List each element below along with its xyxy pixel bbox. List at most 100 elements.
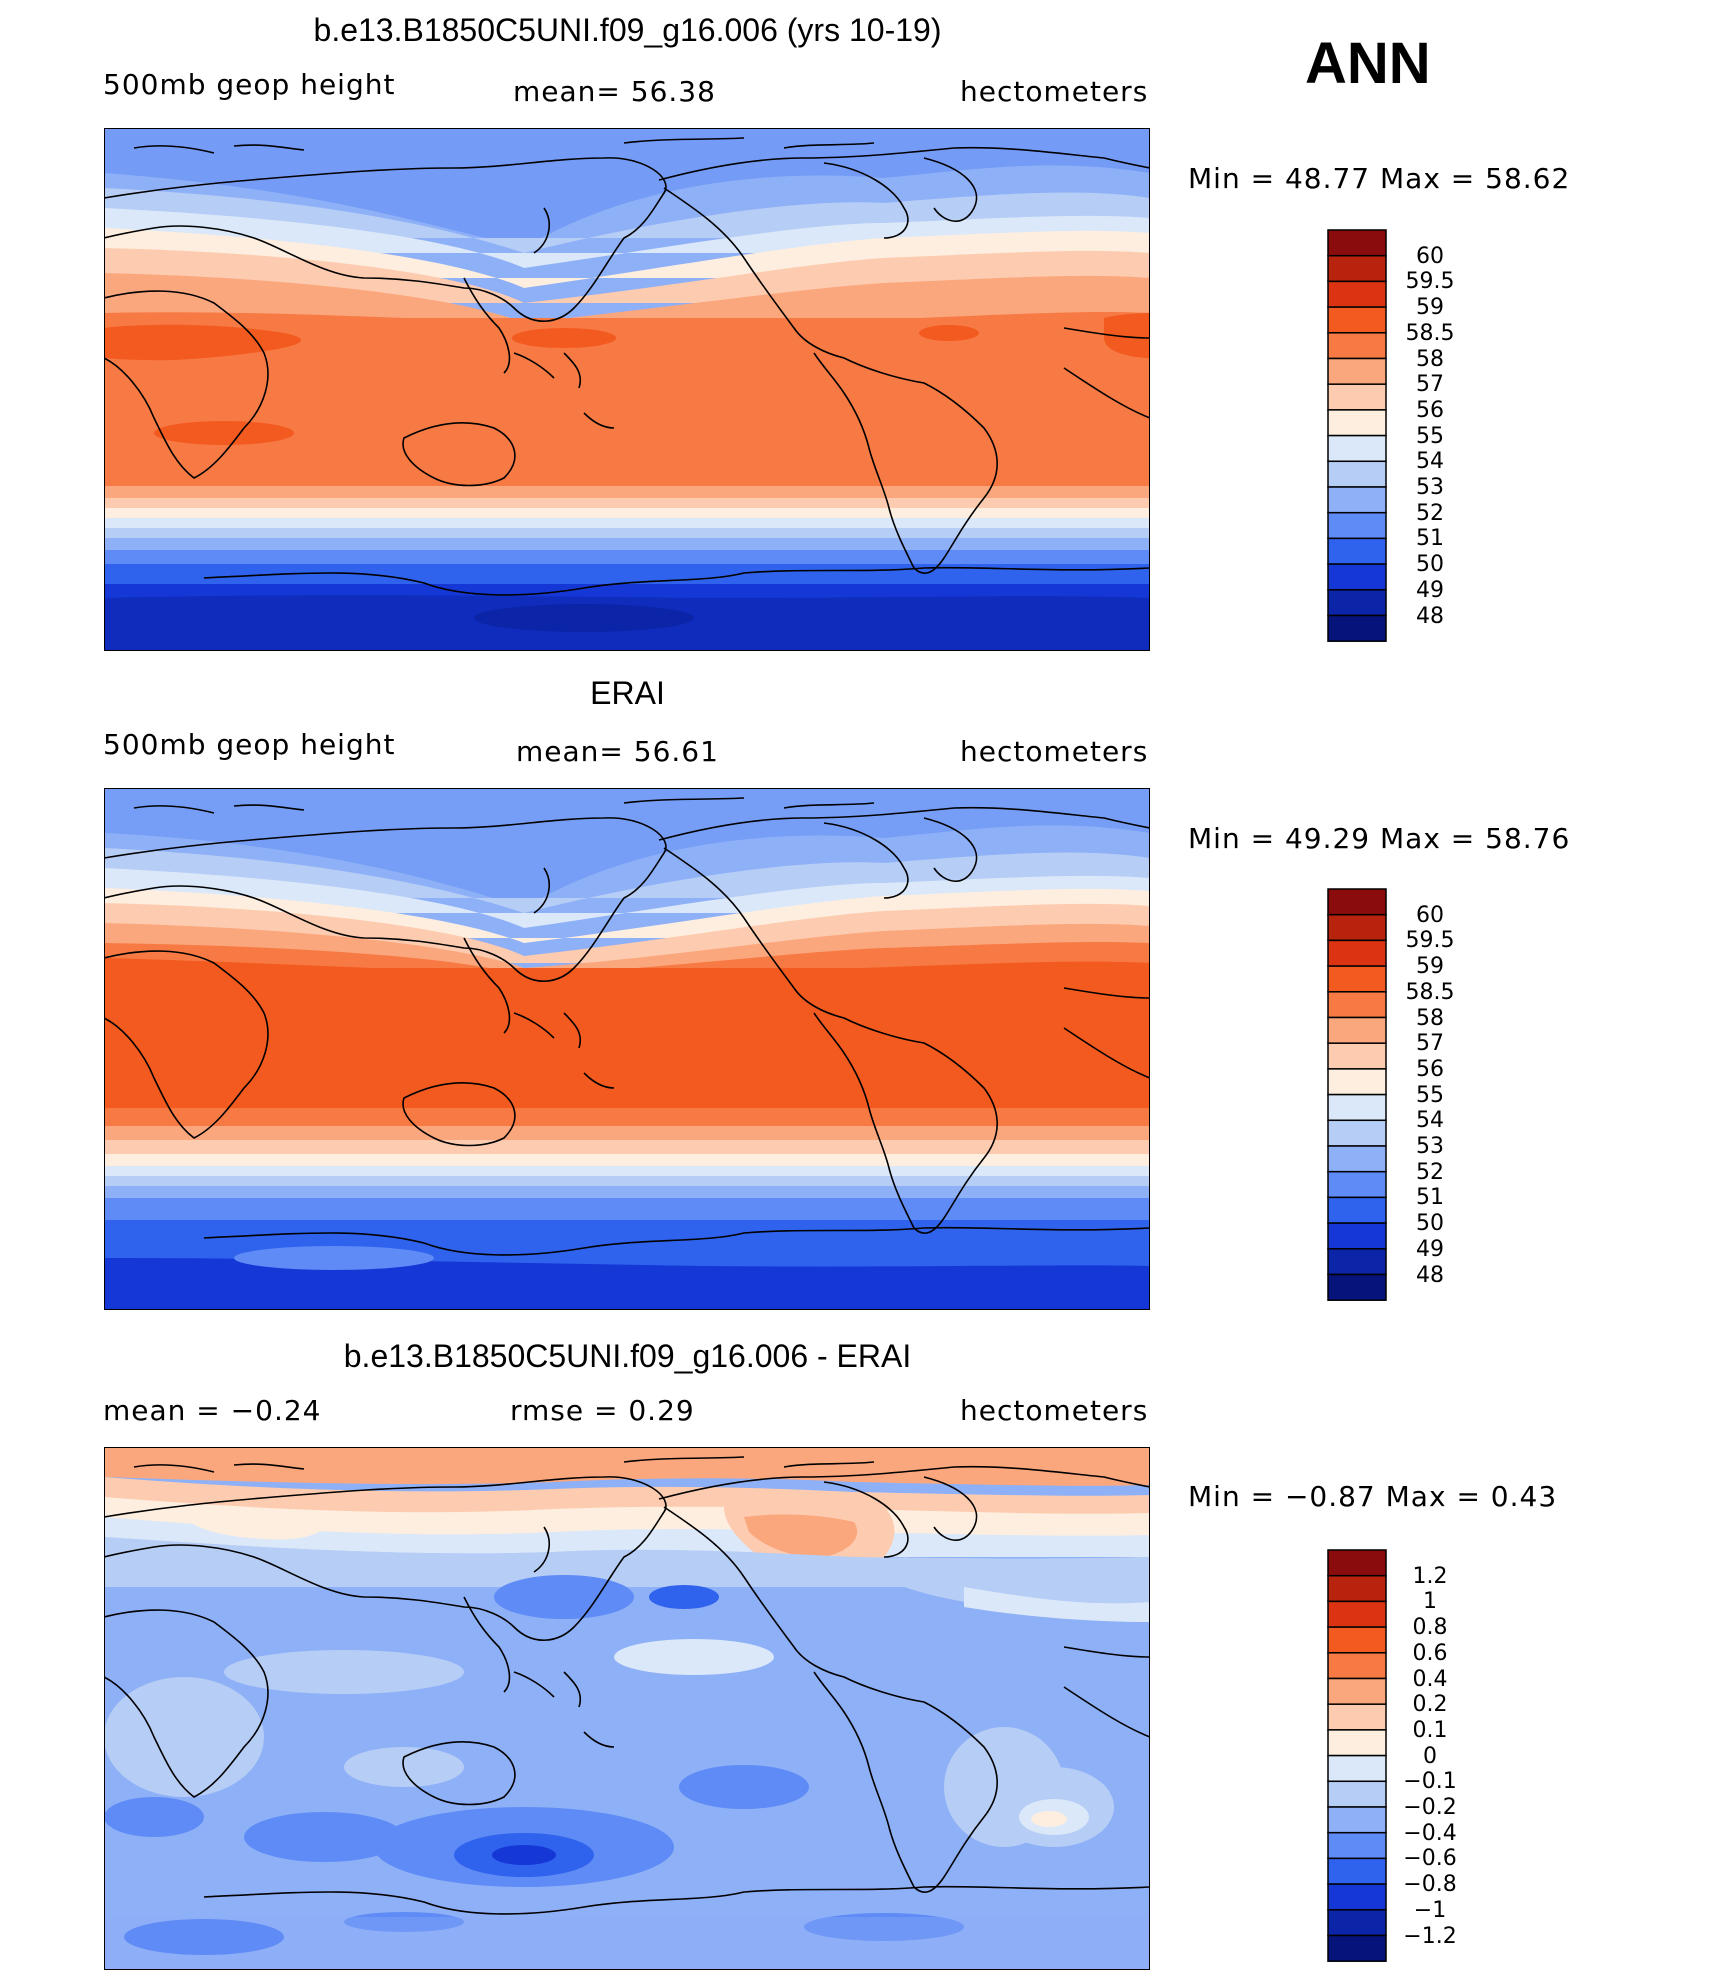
colorbar-tick-label: 60: [1416, 902, 1444, 928]
panel-1-colorbar: [1327, 229, 1387, 642]
colorbar-swatch: [1327, 511, 1387, 540]
colorbar-swatch: [1327, 1857, 1387, 1885]
colorbar-swatch: [1327, 280, 1387, 308]
colorbar-swatch: [1327, 1934, 1387, 1962]
colorbar-swatch: [1327, 254, 1387, 283]
colorbar-swatch: [1327, 1652, 1387, 1680]
colorbar-swatch: [1327, 1729, 1387, 1757]
colorbar-tick-label: 51: [1416, 1185, 1444, 1211]
colorbar-tick-label: −1: [1413, 1897, 1447, 1923]
colorbar-swatch: [1327, 1093, 1387, 1122]
colorbar-swatch: [1327, 486, 1387, 514]
panel-2-units-label: hectometers: [960, 735, 1149, 768]
colorbar-swatch: [1327, 1119, 1387, 1147]
colorbar-swatch: [1327, 460, 1387, 488]
colorbar-swatch: [1327, 537, 1387, 565]
colorbar-swatch: [1327, 1273, 1387, 1301]
colorbar-tick-label: −0.8: [1403, 1872, 1457, 1898]
colorbar-tick-label: −0.2: [1403, 1795, 1457, 1820]
panel-1-units-label: hectometers: [960, 75, 1149, 108]
colorbar-swatch: [1327, 1883, 1387, 1911]
colorbar-swatch: [1327, 409, 1387, 437]
colorbar-tick-label: −1.2: [1403, 1923, 1457, 1949]
colorbar-swatch: [1327, 1222, 1387, 1250]
colorbar-tick-label: 52: [1416, 1159, 1444, 1185]
colorbar-tick-label: 53: [1416, 1134, 1444, 1159]
panel-2-variable-label: 500mb geop height: [103, 728, 396, 761]
panel-2-mean-label: mean= 56.61: [516, 735, 719, 768]
colorbar-swatch: [1327, 913, 1387, 942]
colorbar-swatch: [1327, 589, 1387, 617]
colorbar-tick-label: 48: [1416, 1262, 1444, 1288]
colorbar-tick-label: 57: [1416, 1031, 1444, 1057]
colorbar-tick-label: 1: [1423, 1589, 1437, 1615]
panel-3-units-label: hectometers: [960, 1394, 1149, 1427]
colorbar-swatch: [1327, 1145, 1387, 1173]
colorbar-tick-label: 58.5: [1405, 320, 1455, 346]
panel-1-title: b.e13.B1850C5UNI.f09_g16.006 (yrs 10-19): [313, 12, 942, 48]
colorbar-tick-label: 54: [1416, 449, 1444, 475]
colorbar-swatch: [1327, 614, 1387, 642]
colorbar-tick-label: 52: [1416, 500, 1444, 526]
colorbar-tick-label: 48: [1416, 603, 1444, 629]
season-label: ANN: [1305, 31, 1431, 96]
colorbar-swatch: [1327, 1016, 1387, 1044]
colorbar-tick-label: 0: [1423, 1743, 1437, 1769]
panel-1-minmax: Min = 48.77 Max = 58.62: [1188, 162, 1571, 195]
panel-3-minmax: Min = −0.87 Max = 0.43: [1188, 1480, 1558, 1513]
colorbar-tick-label: −0.1: [1403, 1769, 1457, 1795]
colorbar-tick-label: 54: [1416, 1108, 1444, 1134]
colorbar-tick-label: 59.5: [1405, 269, 1455, 295]
colorbar-swatch: [1327, 1754, 1387, 1783]
colorbar-swatch: [1327, 383, 1387, 411]
colorbar-tick-label: 56: [1416, 397, 1444, 423]
panel-1-map: [104, 128, 1150, 651]
colorbar-swatch: [1327, 306, 1387, 334]
colorbar-swatch: [1327, 1042, 1387, 1070]
panel-3-title: b.e13.B1850C5UNI.f09_g16.006 - ERAI: [343, 1338, 912, 1374]
colorbar-tick-label: 0.6: [1412, 1640, 1448, 1666]
colorbar-tick-label: 60: [1416, 243, 1444, 269]
colorbar-tick-label: 49: [1416, 577, 1444, 603]
colorbar-tick-label: 50: [1416, 552, 1444, 578]
colorbar-swatch: [1327, 1626, 1387, 1654]
colorbar-swatch: [1327, 1196, 1387, 1224]
panel-3-colorbar: [1327, 1549, 1387, 1962]
panel-2-map: [104, 788, 1150, 1310]
colorbar-swatch: [1327, 332, 1387, 360]
colorbar-swatch: [1327, 1806, 1387, 1834]
colorbar-swatch: [1327, 1831, 1387, 1860]
colorbar-swatch: [1327, 1549, 1387, 1577]
colorbar-tick-label: 55: [1416, 1082, 1444, 1108]
panel-1-mean-label: mean= 56.38: [513, 75, 716, 108]
colorbar-tick-label: 0.1: [1412, 1717, 1448, 1743]
colorbar-swatch: [1327, 1574, 1387, 1603]
colorbar-swatch: [1327, 991, 1387, 1019]
colorbar-swatch: [1327, 1170, 1387, 1199]
colorbar-swatch: [1327, 1248, 1387, 1276]
colorbar-swatch: [1327, 1600, 1387, 1628]
colorbar-tick-label: 49: [1416, 1236, 1444, 1262]
panel-2-title: ERAI: [590, 675, 665, 711]
colorbar-tick-label: 0.8: [1412, 1615, 1448, 1641]
colorbar-tick-label: −0.4: [1403, 1820, 1457, 1846]
colorbar-swatch: [1327, 1068, 1387, 1096]
colorbar-tick-label: 59: [1416, 954, 1444, 980]
colorbar-tick-label: 58.5: [1405, 979, 1455, 1005]
colorbar-swatch: [1327, 888, 1387, 916]
colorbar-tick-label: 55: [1416, 423, 1444, 449]
colorbar-tick-label: 51: [1416, 526, 1444, 552]
colorbar-tick-label: 59.5: [1405, 928, 1455, 954]
colorbar-swatch: [1327, 939, 1387, 967]
panel-3-mean-label: mean = −0.24: [103, 1394, 322, 1427]
colorbar-swatch: [1327, 1909, 1387, 1937]
colorbar-swatch: [1327, 1780, 1387, 1808]
colorbar-tick-label: 1.2: [1412, 1563, 1448, 1589]
colorbar-tick-label: −0.6: [1403, 1846, 1457, 1872]
colorbar-tick-label: 59: [1416, 295, 1444, 321]
panel-2-minmax: Min = 49.29 Max = 58.76: [1188, 822, 1571, 855]
colorbar-tick-label: 58: [1416, 346, 1444, 372]
colorbar-tick-label: 0.4: [1412, 1666, 1448, 1692]
panel-1-variable-label: 500mb geop height: [103, 68, 396, 101]
colorbar-tick-label: 57: [1416, 372, 1444, 398]
